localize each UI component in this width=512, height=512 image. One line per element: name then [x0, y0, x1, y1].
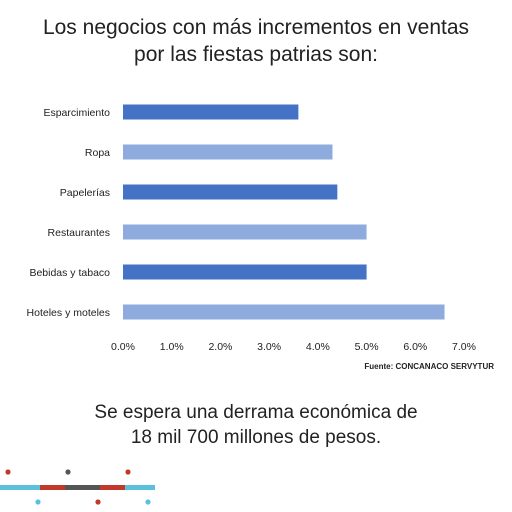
x-tick-label: 3.0% [257, 341, 281, 353]
x-tick-label: 5.0% [355, 341, 379, 353]
bar-2 [123, 144, 333, 160]
source-note: Fuente: CONCANACO SERVYTUR [364, 362, 494, 371]
category-label: Bebidas y tabaco [29, 267, 110, 279]
stripe-segment [0, 485, 40, 490]
stripe-segment [65, 485, 100, 490]
bar-5 [123, 264, 367, 280]
category-label: Restaurantes [48, 227, 110, 239]
bar-6 [123, 304, 445, 320]
category-label: Hoteles y moteles [27, 307, 110, 319]
stripe-segment [40, 485, 65, 490]
footer-line-2: 18 mil 700 millones de pesos. [130, 427, 382, 448]
stripe-dot [65, 469, 71, 475]
bar-1 [123, 104, 299, 120]
stripe-dot [35, 499, 41, 505]
chart-title: Los negocios con más incrementos en vent… [0, 14, 512, 68]
bar-chart: Esparcimiento Ropa Papelerías Restaurantes B… [27, 104, 476, 353]
x-tick-label: 1.0% [160, 341, 184, 353]
x-tick-label: 7.0% [452, 341, 476, 353]
stripe-segment [100, 485, 125, 490]
stripe-segment [125, 485, 155, 490]
stripe-dot [145, 499, 151, 505]
footer-text: Se espera una derrama económica de 18 mi… [0, 400, 512, 450]
category-label: Esparcimiento [43, 107, 110, 119]
x-tick-label: 6.0% [403, 341, 427, 353]
category-label: Ropa [85, 147, 110, 159]
x-tick-label: 2.0% [208, 341, 232, 353]
x-tick-label: 4.0% [306, 341, 330, 353]
stripe-dot [125, 469, 131, 475]
bar-4 [123, 224, 367, 240]
stripe-dot [5, 469, 11, 475]
bar-3 [123, 184, 338, 200]
title-line-1: Los negocios con más incrementos en vent… [42, 16, 470, 39]
stripe-dot [95, 499, 101, 505]
title-line-2: por las fiestas patrias son: [134, 43, 378, 66]
footer-line-1: Se espera una derrama económica de [94, 402, 418, 423]
category-label: Papelerías [60, 187, 110, 199]
x-tick-label: 0.0% [111, 341, 135, 353]
decorative-stripe [0, 469, 155, 505]
